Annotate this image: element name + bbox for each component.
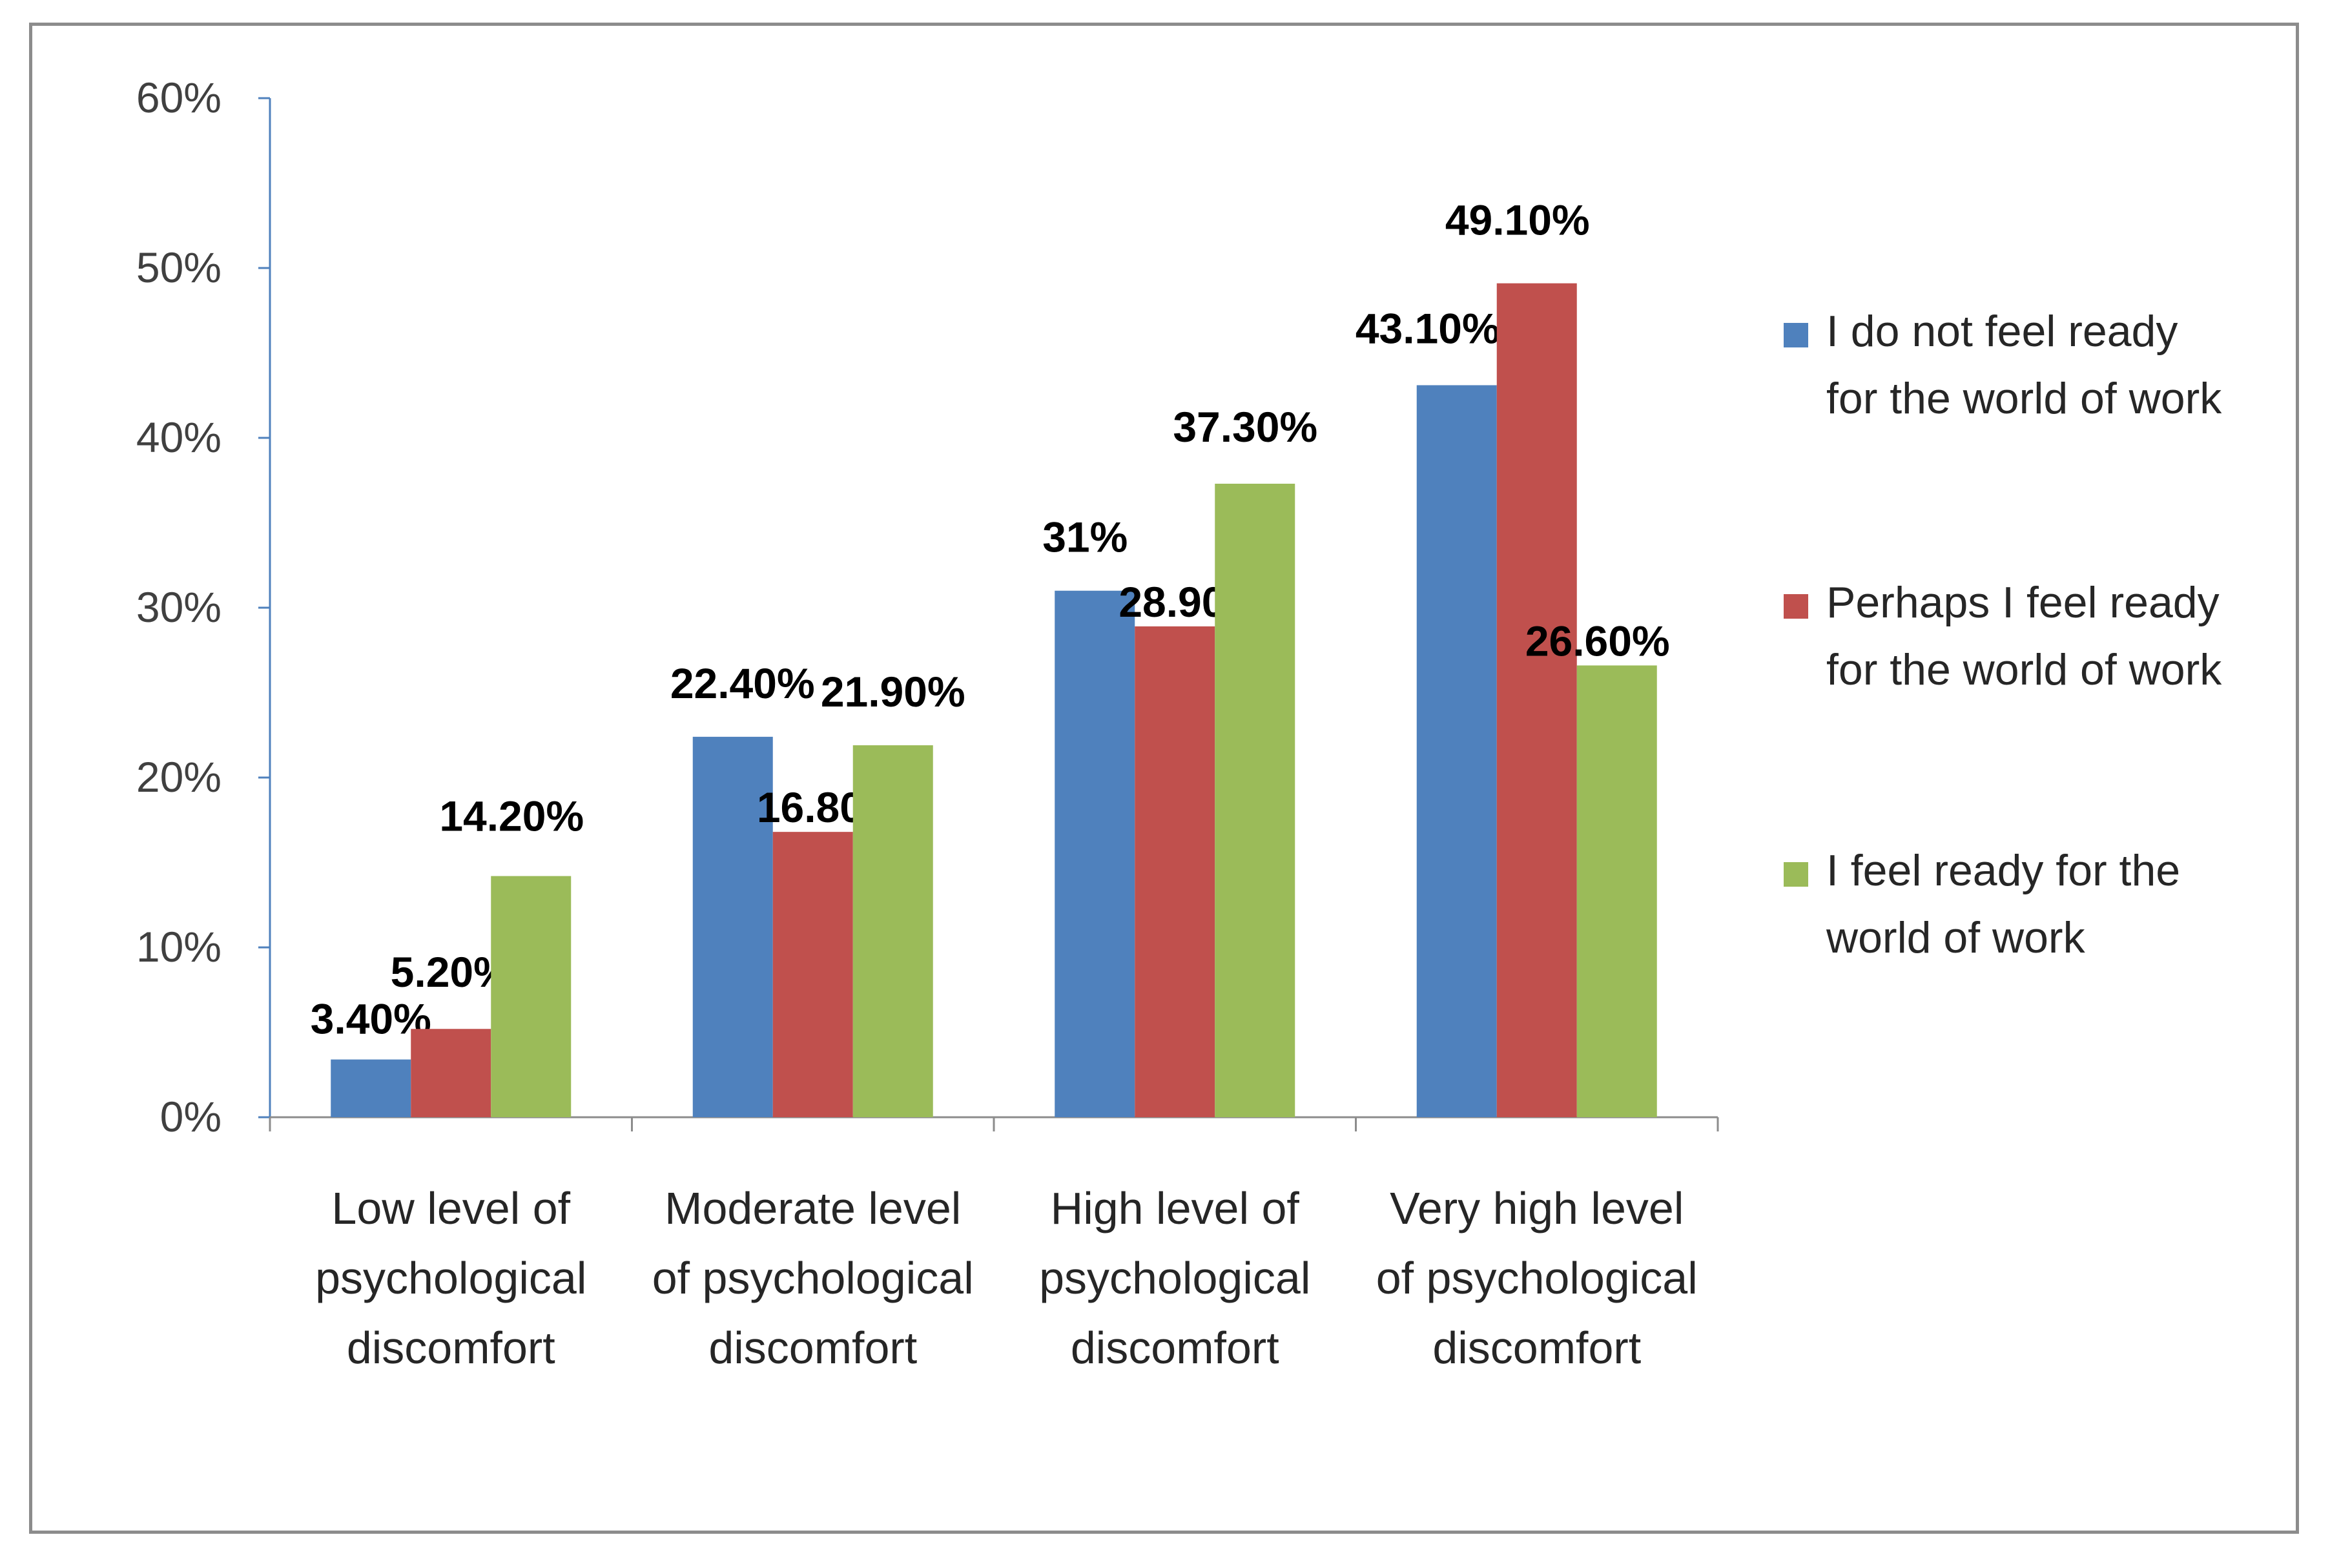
y-tick-label: 50%	[136, 243, 222, 291]
y-tick-label: 60%	[136, 74, 222, 121]
bar	[692, 736, 773, 1117]
x-category-label: discomfort	[708, 1323, 917, 1373]
bar	[1576, 665, 1657, 1117]
data-label: 26.60%	[1525, 617, 1670, 665]
x-category-label: High level of	[1051, 1183, 1300, 1233]
data-label: 14.20%	[439, 792, 584, 840]
y-tick-label: 0%	[160, 1093, 222, 1140]
x-category-label: discomfort	[1432, 1323, 1641, 1373]
x-category-label: of psychological	[1376, 1253, 1698, 1303]
x-category-label: Moderate level	[665, 1183, 961, 1233]
legend-label: for the world of work	[1826, 645, 2222, 694]
bar	[852, 745, 933, 1117]
bar	[772, 832, 853, 1117]
bar	[1055, 590, 1135, 1117]
data-label: 21.90%	[821, 668, 965, 716]
bar	[1215, 484, 1295, 1117]
y-tick-label: 30%	[136, 583, 222, 631]
legend-swatch	[1784, 323, 1808, 347]
bar	[491, 876, 572, 1117]
data-label: 31%	[1042, 513, 1128, 561]
x-category-label: psychological	[1039, 1253, 1310, 1303]
x-category-label: Very high level	[1390, 1183, 1684, 1233]
data-label: 22.40%	[670, 659, 815, 707]
y-tick-label: 10%	[136, 923, 222, 971]
x-category-label: discomfort	[347, 1323, 555, 1373]
legend-label: I feel ready for the	[1826, 846, 2180, 895]
legend-label: world of work	[1826, 913, 2086, 962]
legend-label: Perhaps I feel ready	[1826, 578, 2220, 627]
data-label: 49.10%	[1445, 196, 1590, 244]
legend-swatch	[1784, 862, 1808, 887]
x-category-label: psychological	[315, 1253, 586, 1303]
x-category-label: of psychological	[652, 1253, 974, 1303]
legend-swatch	[1784, 594, 1808, 619]
x-category-label: Low level of	[331, 1183, 570, 1233]
data-label: 37.30%	[1173, 403, 1317, 451]
bar	[1416, 385, 1497, 1117]
x-category-label: discomfort	[1071, 1323, 1279, 1373]
legend-label: for the world of work	[1826, 374, 2222, 423]
bar	[331, 1059, 411, 1117]
legend-label: I do not feel ready	[1826, 307, 2178, 356]
y-tick-label: 20%	[136, 753, 222, 801]
y-tick-label: 40%	[136, 413, 222, 461]
data-label: 43.10%	[1356, 304, 1500, 352]
bar	[411, 1029, 491, 1117]
bar	[1135, 626, 1215, 1117]
bar	[1496, 283, 1577, 1117]
